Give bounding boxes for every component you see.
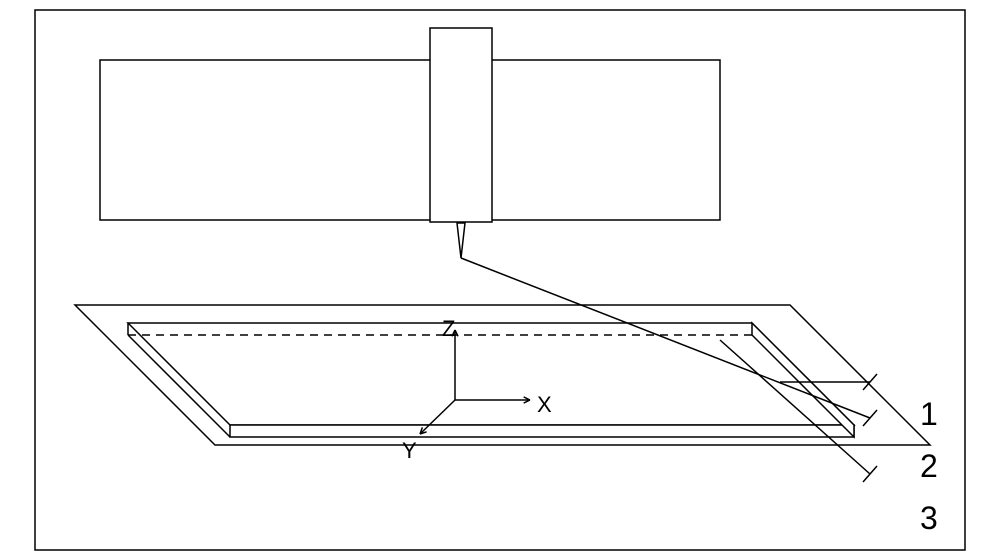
axis-label-x: X (537, 392, 552, 418)
axis-label-y: Y (402, 438, 417, 464)
callout-label-2: 2 (920, 448, 938, 485)
callout-label-3: 3 (920, 500, 938, 537)
callout-label-1: 1 (920, 396, 938, 433)
technical-diagram (0, 0, 1000, 560)
axis-label-z: Z (442, 316, 455, 342)
